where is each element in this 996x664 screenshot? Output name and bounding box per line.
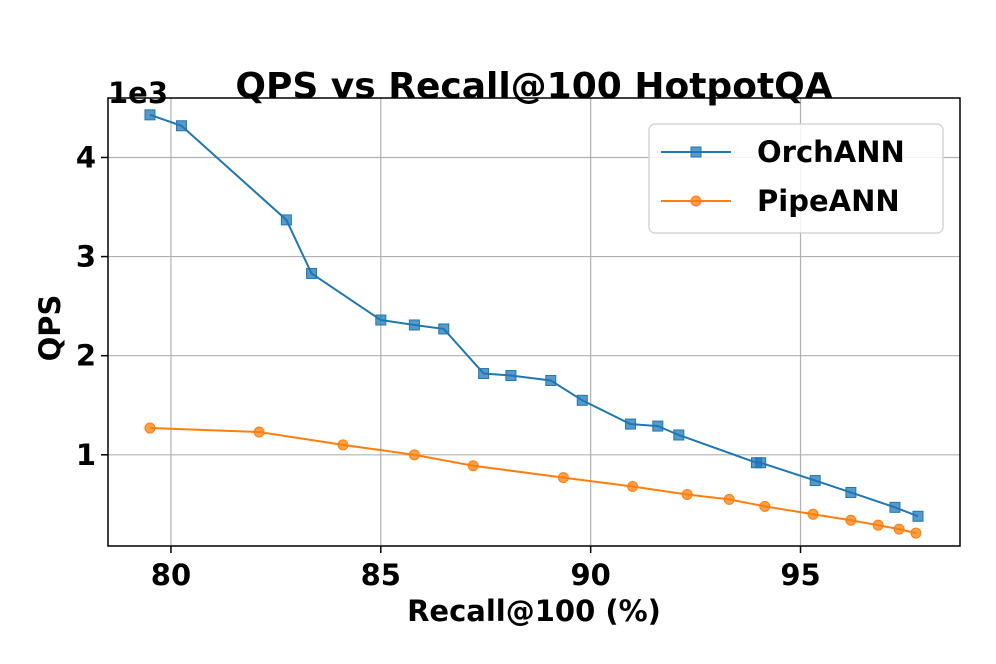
data-point [807, 508, 819, 520]
x-tick-label: 80 [151, 558, 191, 592]
data-point [408, 319, 420, 331]
y-tick-label: 3 [76, 240, 96, 274]
chart-title: QPS vs Recall@100 HotpotQA [235, 66, 832, 107]
data-point [759, 500, 771, 512]
legend-item-orchann: OrchANN [661, 135, 905, 169]
tick-layer: 80 85 90 95 1 2 3 4 [76, 140, 821, 592]
x-tick-label: 90 [570, 558, 610, 592]
data-point [478, 368, 490, 380]
y-offset-label: 1e3 [108, 76, 168, 110]
data-point [467, 460, 479, 472]
data-point [673, 429, 685, 441]
legend-marker [690, 195, 702, 207]
data-point [306, 267, 318, 279]
data-point [845, 486, 857, 498]
series-orchann [144, 109, 924, 522]
data-point [845, 514, 857, 526]
x-axis-label: Recall@100 (%) [407, 594, 661, 628]
data-point [438, 323, 450, 335]
data-point [893, 523, 905, 535]
y-axis-label: QPS [33, 295, 67, 362]
plot-frame [107, 97, 961, 547]
data-point [681, 488, 693, 500]
data-point [253, 426, 265, 438]
data-point [889, 501, 901, 513]
legend: OrchANN PipeANN [648, 123, 944, 234]
data-point [505, 370, 517, 382]
data-point [337, 439, 349, 451]
data-point [755, 457, 767, 469]
data-point [576, 394, 588, 406]
x-tick-label: 85 [361, 558, 401, 592]
data-point [625, 418, 637, 430]
y-tick-label: 4 [76, 140, 96, 174]
data-point [175, 120, 187, 132]
legend-label: PipeANN [757, 184, 900, 218]
series-layer [144, 109, 924, 539]
data-point [652, 420, 664, 432]
series-pipeann [144, 422, 922, 539]
data-point [912, 510, 924, 522]
series-line [149, 113, 919, 518]
data-point [809, 475, 821, 487]
data-point [408, 449, 420, 461]
data-point [872, 519, 884, 531]
data-point [557, 472, 569, 484]
x-tick-label: 95 [780, 558, 820, 592]
y-tick-label: 2 [76, 339, 96, 373]
data-point [375, 314, 387, 326]
data-point [144, 422, 156, 434]
data-point [545, 374, 557, 386]
legend-item-pipeann: PipeANN [661, 184, 900, 218]
data-point [144, 109, 156, 121]
y-tick-label: 1 [76, 438, 96, 472]
data-point [280, 214, 292, 226]
data-point [910, 527, 922, 539]
legend-marker [690, 146, 702, 158]
legend-label: OrchANN [757, 135, 905, 169]
data-point [723, 493, 735, 505]
data-point [627, 481, 639, 493]
